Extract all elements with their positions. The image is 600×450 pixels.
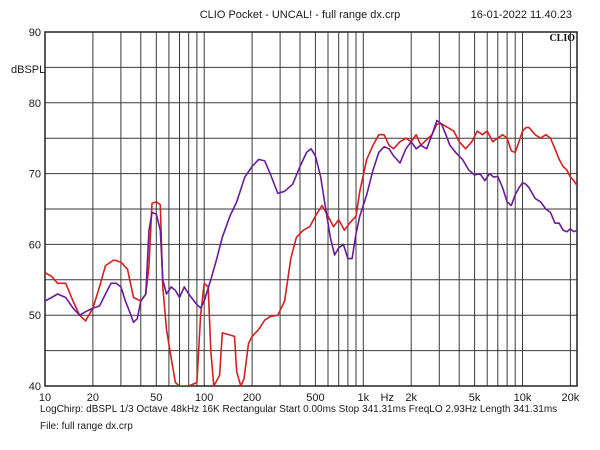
x-tick-label: 200 xyxy=(243,392,261,404)
y-tick-label: 70 xyxy=(29,169,41,181)
y-tick-label: 80 xyxy=(29,98,41,110)
y-axis-label: dBSPL xyxy=(11,64,45,76)
plot-frame xyxy=(44,31,578,387)
timestamp: 16-01-2022 11.40.23 xyxy=(470,9,572,21)
chart-title: CLIO Pocket - UNCAL! - full range dx.crp xyxy=(199,9,401,21)
measurement-settings: LogChirp: dBSPL 1/3 Octave 48kHz 16K Rec… xyxy=(40,404,558,415)
series-line-2 xyxy=(45,119,577,324)
x-tick-label: 500 xyxy=(306,392,324,404)
x-tick-label: 100 xyxy=(195,392,213,404)
y-tick-label: 40 xyxy=(29,381,41,393)
x-tick-label: 1k xyxy=(358,392,370,404)
clio-logo: CLIO xyxy=(549,33,575,44)
x-tick-label: 2k xyxy=(405,392,417,404)
x-tick-label: 10k xyxy=(514,392,532,404)
x-tick-label: 20k xyxy=(562,392,580,404)
y-tick-label: 90 xyxy=(29,27,41,39)
file-name: File: full range dx.crp xyxy=(40,421,133,432)
y-tick-label: 50 xyxy=(29,310,41,322)
x-axis-label: Hz xyxy=(381,392,394,404)
x-tick-label: 10 xyxy=(39,392,51,404)
x-tick-label: 20 xyxy=(87,392,99,404)
x-tick-label: 50 xyxy=(150,392,162,404)
x-tick-label: 5k xyxy=(469,392,481,404)
series-line-1 xyxy=(45,123,577,386)
y-tick-label: 60 xyxy=(29,239,41,251)
